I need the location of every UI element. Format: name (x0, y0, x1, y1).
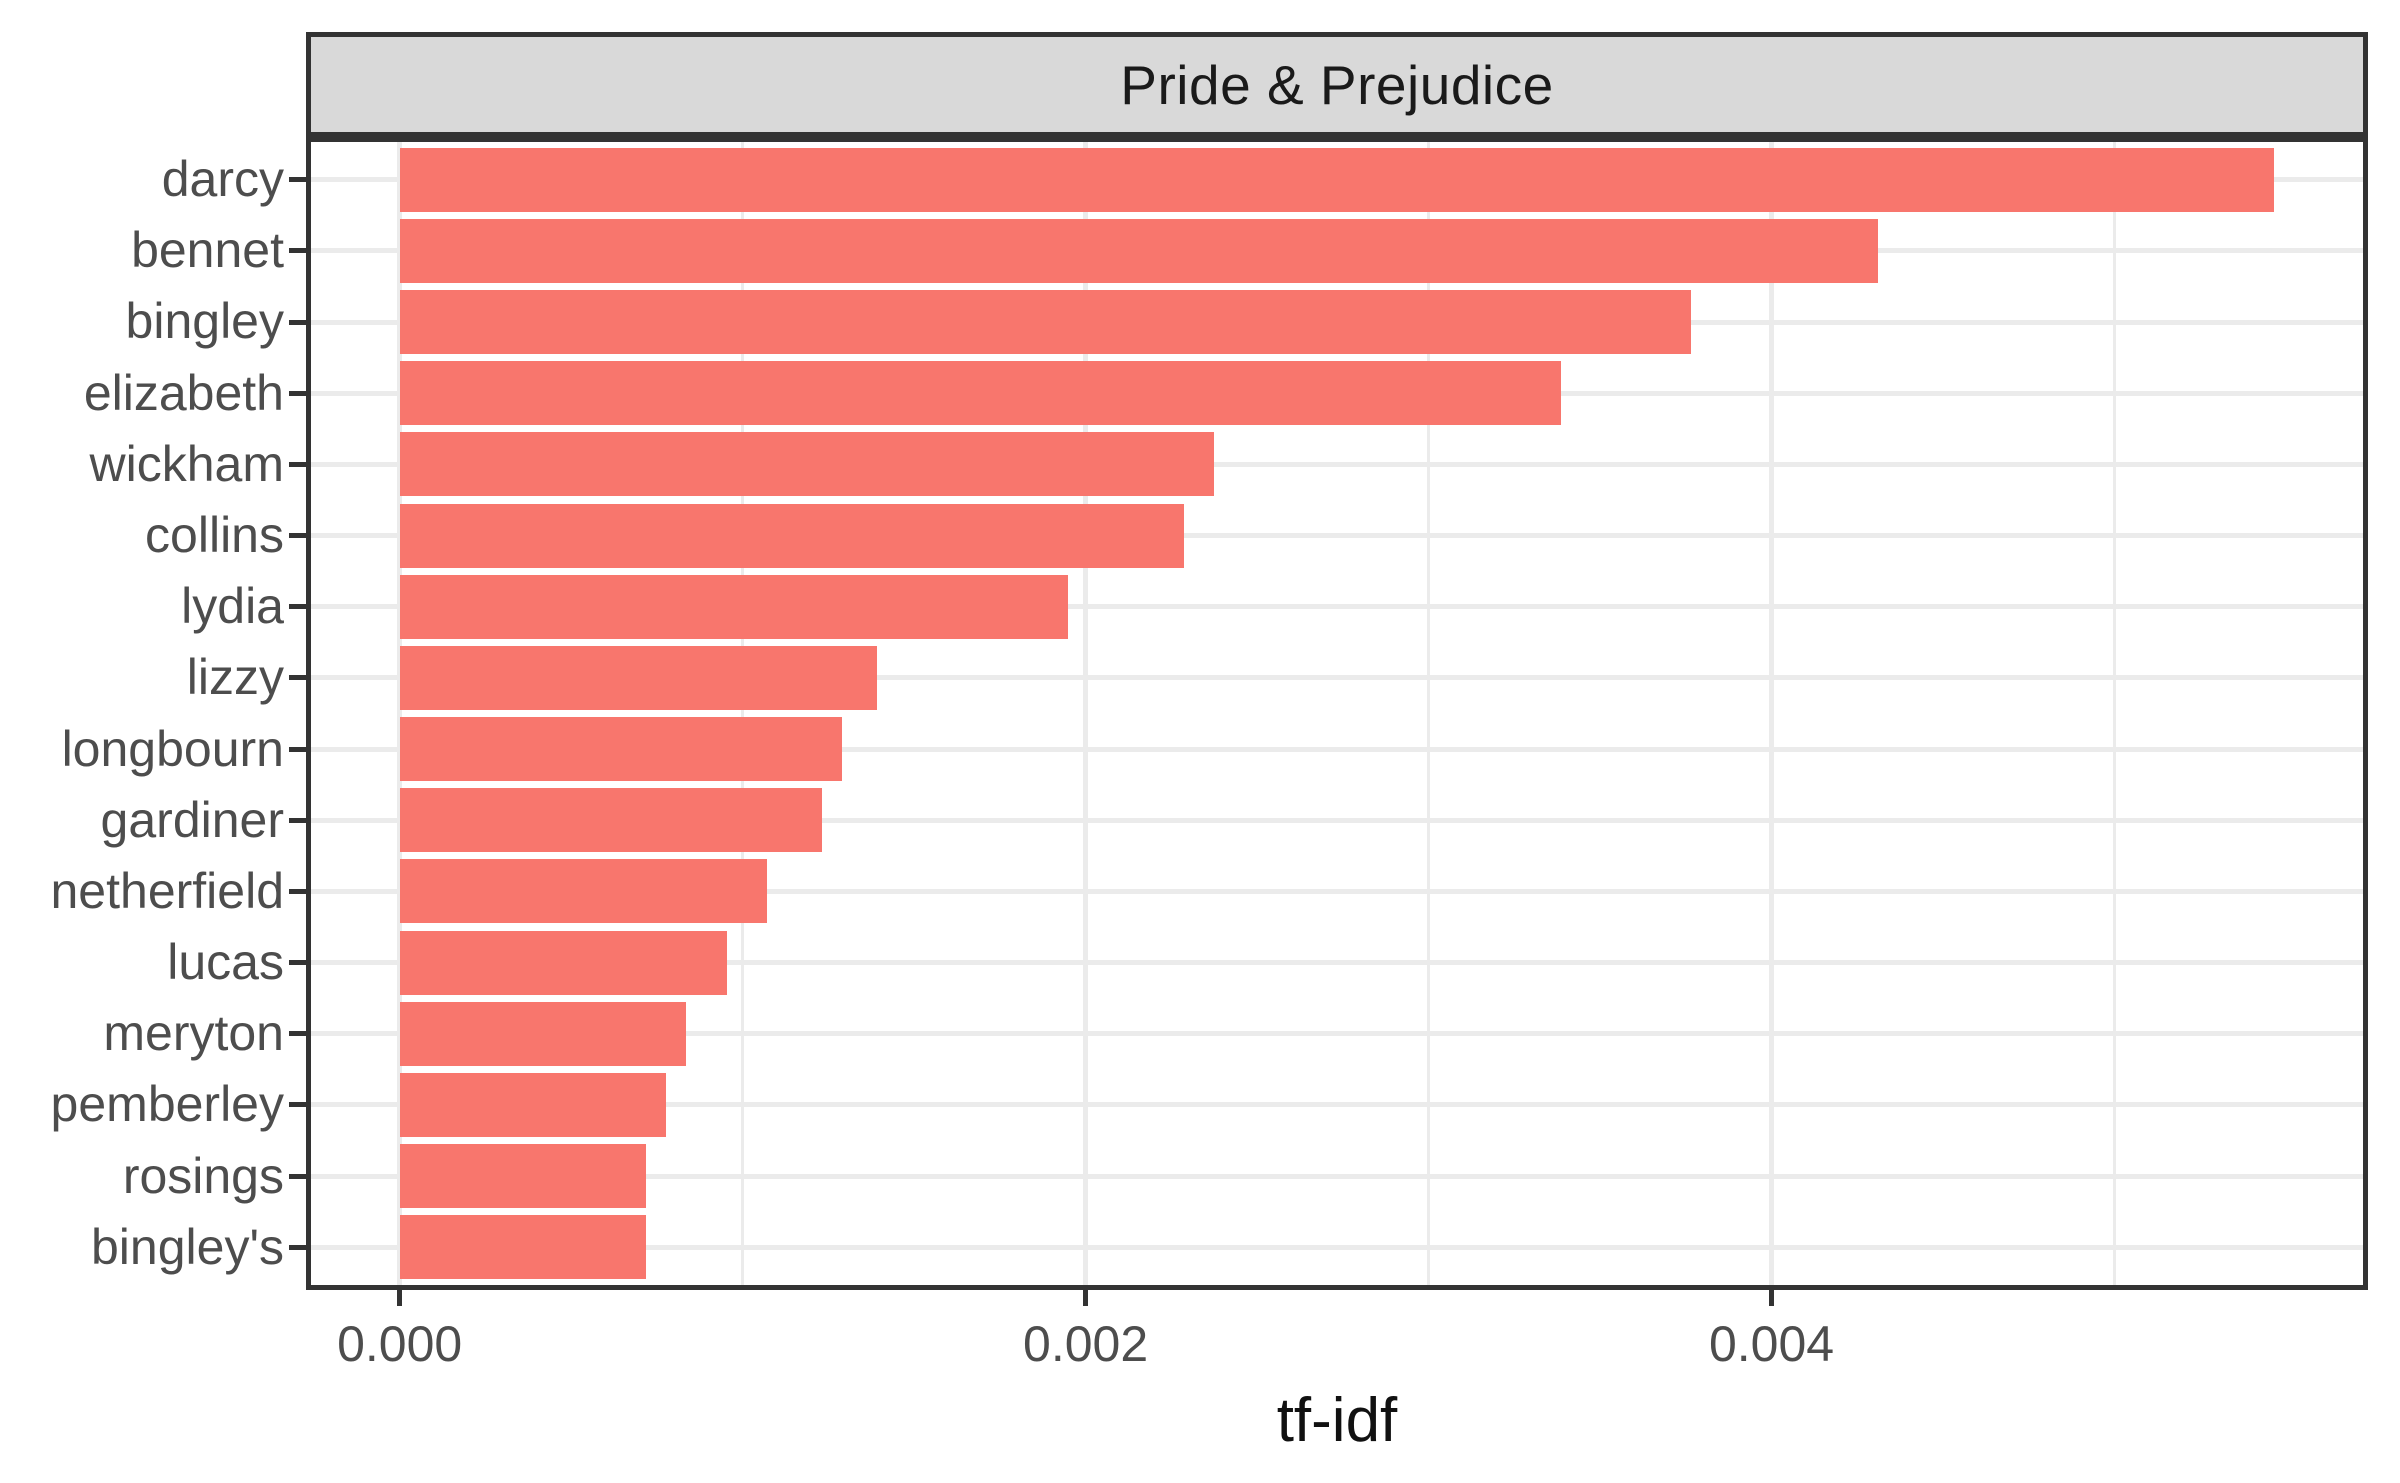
bar-collins (399, 503, 1184, 568)
y-axis-tick (289, 817, 306, 823)
y-axis-tick (289, 604, 306, 610)
bar-wickham (399, 432, 1214, 497)
gridline-major-horizontal (306, 888, 2368, 894)
y-axis-label: darcy (161, 151, 284, 208)
y-axis-label: lizzy (186, 649, 284, 706)
gridline-major-horizontal (306, 533, 2368, 539)
bar-lizzy (399, 645, 878, 710)
gridline-major-horizontal (306, 1031, 2368, 1037)
gridline-major-horizontal (306, 1173, 2368, 1179)
y-axis-tick (289, 319, 306, 325)
gridline-major-vertical (1769, 137, 1775, 1290)
x-axis-tick-label: 0.004 (1708, 1316, 1835, 1372)
bar-meryton (399, 1001, 686, 1066)
gridline-minor-vertical (741, 137, 745, 1290)
plot-panel (306, 137, 2368, 1290)
y-axis-label: rosings (122, 1147, 284, 1204)
bar-bingley (399, 290, 1691, 355)
y-axis-tick (289, 177, 306, 183)
bar-lucas (399, 930, 727, 995)
y-axis-tick (289, 248, 306, 254)
gridline-major-vertical (397, 137, 403, 1290)
x-axis-title: tf-idf (1276, 1386, 1398, 1455)
y-axis-tick (289, 461, 306, 467)
bar-lydia (399, 574, 1069, 639)
gridline-major-vertical (1083, 137, 1089, 1290)
y-axis-label: longbourn (61, 720, 284, 777)
bar-pemberley (399, 1072, 666, 1137)
y-axis-tick (289, 1173, 306, 1179)
x-axis-tick (1083, 1290, 1089, 1306)
bar-darcy (399, 147, 2275, 212)
y-axis-tick (289, 1102, 306, 1108)
y-axis-label: lucas (167, 934, 284, 991)
y-axis-label: pemberley (50, 1076, 284, 1133)
y-axis-label: collins (145, 506, 284, 563)
gridline-major-horizontal (306, 817, 2368, 823)
y-axis-tick (289, 888, 306, 894)
y-axis-label: bennet (131, 222, 284, 279)
y-axis-label: netherfield (50, 862, 285, 919)
y-axis-label: wickham (89, 435, 284, 492)
gridline-minor-vertical (1427, 137, 1431, 1290)
gridline-major-horizontal (306, 960, 2368, 966)
facet-strip: Pride & Prejudice (306, 32, 2368, 137)
x-axis-tick (397, 1290, 403, 1306)
gridline-major-horizontal (306, 461, 2368, 467)
bar-rosings (399, 1144, 647, 1209)
y-axis-tick (289, 533, 306, 539)
gridline-minor-vertical (2113, 137, 2117, 1290)
y-axis-tick (289, 675, 306, 681)
bar-longbourn (399, 717, 842, 782)
y-axis: darcy bennet bingley elizabeth wickham collin… (0, 137, 285, 1290)
bar-gardiner (399, 788, 823, 853)
y-axis-label: meryton (103, 1005, 284, 1062)
bar-bennet (399, 218, 1878, 283)
y-axis-label: lydia (181, 578, 284, 635)
gridline-major-horizontal (306, 746, 2368, 752)
bar-bingleys (399, 1215, 646, 1280)
y-axis-tick (289, 960, 306, 966)
bar-netherfield (399, 859, 767, 924)
y-axis-label: gardiner (100, 791, 284, 848)
y-axis-label: bingley's (91, 1218, 284, 1275)
x-axis-tick (1769, 1290, 1775, 1306)
bar-elizabeth (399, 361, 1561, 426)
y-axis-label: bingley (125, 293, 284, 350)
facet-title: Pride & Prejudice (1120, 53, 1554, 116)
y-axis-label: elizabeth (83, 364, 284, 421)
gridline-major-horizontal (306, 675, 2368, 681)
gridline-major-horizontal (306, 1244, 2368, 1250)
y-axis-tick (289, 1244, 306, 1250)
x-axis-tick-label: 0.002 (1023, 1316, 1149, 1372)
y-axis-tick (289, 746, 306, 752)
gridline-major-horizontal (306, 604, 2368, 610)
x-axis-tick-label: 0.000 (337, 1316, 463, 1372)
y-axis-tick (289, 1031, 306, 1037)
gridline-major-horizontal (306, 1102, 2368, 1108)
y-axis-tick (289, 390, 306, 396)
